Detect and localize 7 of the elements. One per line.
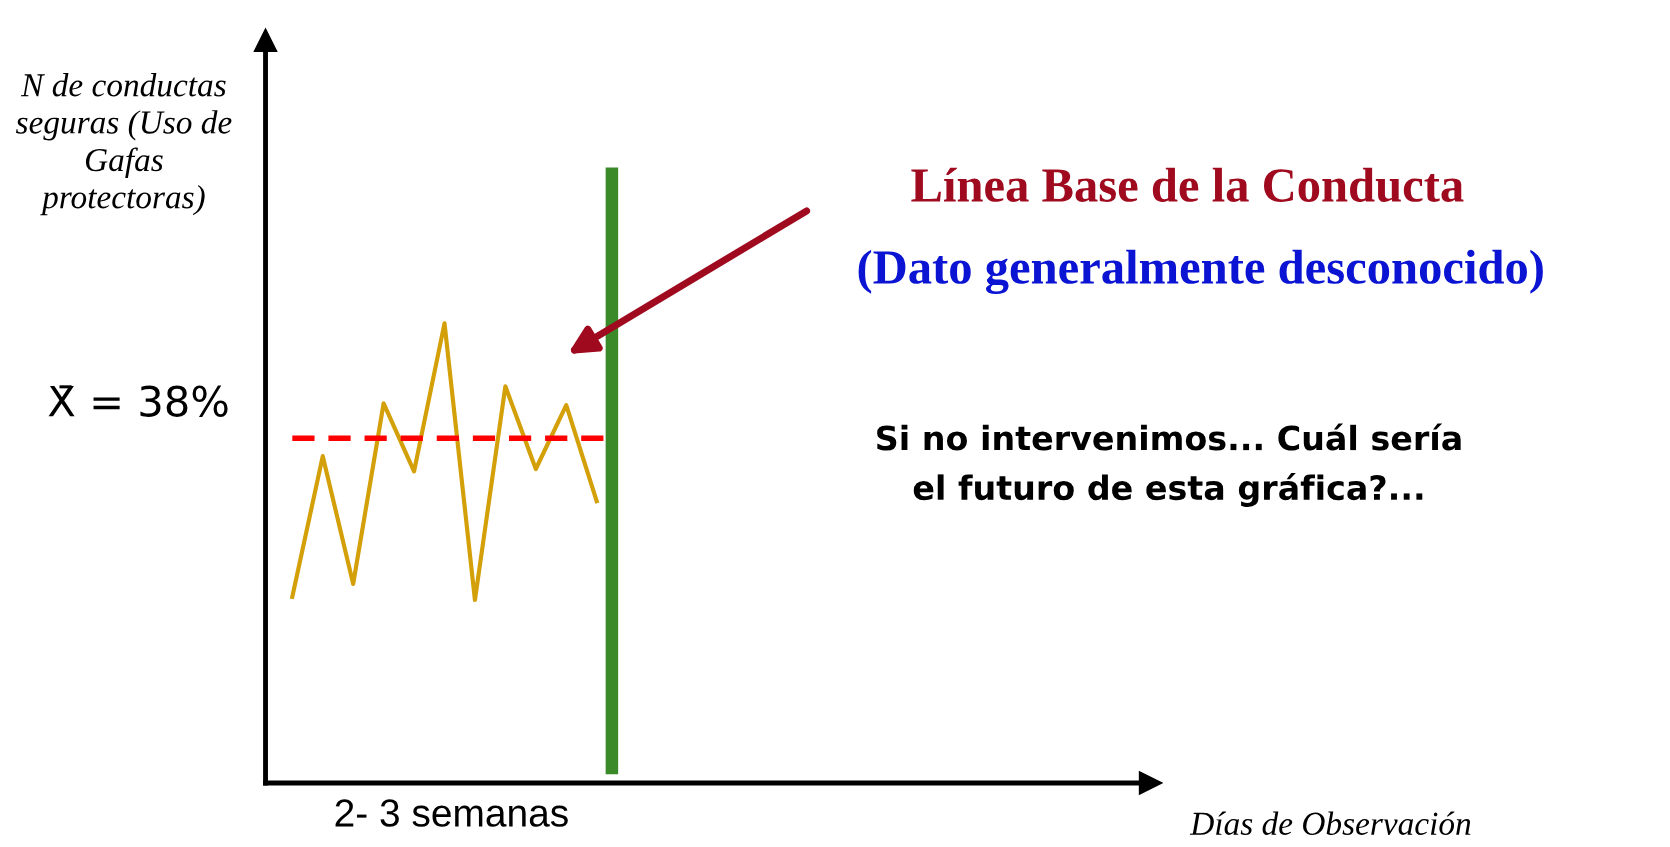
text: X̄ = 38% <box>48 385 228 417</box>
text: (Dato generalmente desconocido) <box>858 249 1543 295</box>
text: 2- 3 semanas <box>335 799 568 827</box>
text: Si no intervenimos... Cuál sería el futuro de esta gráfica?... <box>877 423 1461 507</box>
y-axis-title: N de conductas seguras (Uso de Gafas protectoras) <box>15 73 232 216</box>
text: Línea Base de la Conducta <box>911 167 1464 203</box>
text: Días de Observación <box>1189 811 1471 836</box>
